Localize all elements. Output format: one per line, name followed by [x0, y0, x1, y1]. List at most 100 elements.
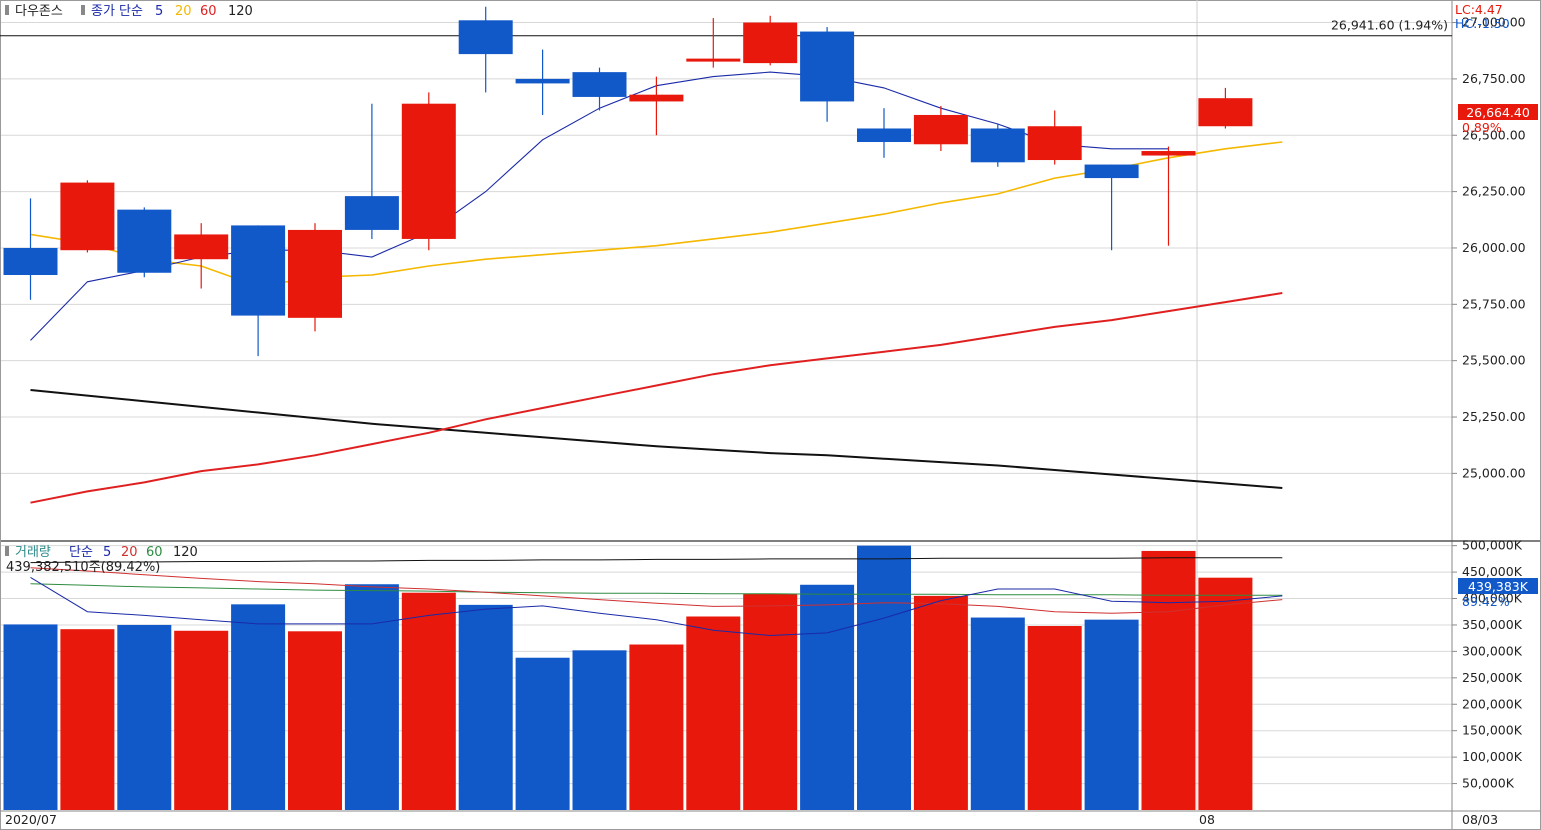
volume-legend-handle-icon[interactable]	[5, 546, 9, 556]
volume-bar[interactable]	[231, 604, 286, 810]
candle-body[interactable]	[857, 128, 911, 143]
volume-tick-label: 200,000K	[1462, 696, 1523, 711]
candle-body[interactable]	[288, 229, 342, 318]
candle-body[interactable]	[913, 114, 968, 145]
volume-bar-series[interactable]	[3, 545, 1253, 810]
candle-body[interactable]	[629, 94, 684, 102]
legend-vol-ma20[interactable]: 20	[121, 545, 138, 560]
ma120-line[interactable]	[30, 389, 1283, 489]
candle-body[interactable]	[515, 78, 570, 84]
candle-body[interactable]	[800, 31, 855, 102]
legend-ma120[interactable]: 120	[228, 4, 253, 19]
legend-price-ma-label[interactable]: 종가 단순	[91, 4, 143, 19]
candle-body[interactable]	[1198, 98, 1253, 127]
candle-body[interactable]	[686, 58, 741, 62]
volume-bar[interactable]	[344, 584, 399, 810]
candle-body[interactable]	[401, 103, 456, 239]
volume-bar[interactable]	[686, 616, 741, 810]
price-tick-label: 27,000.00	[1462, 15, 1526, 30]
candle-body[interactable]	[344, 196, 399, 230]
candlestick-series[interactable]	[3, 6, 1253, 357]
volume-axis: 500,000K 450,000K 400,000K 350,000K 300,000K…	[1452, 538, 1523, 791]
price-tick-label: 26,250.00	[1462, 184, 1526, 199]
volume-bar[interactable]	[1198, 577, 1253, 810]
legend-ma5[interactable]: 5	[155, 4, 163, 19]
candle-body[interactable]	[3, 247, 58, 276]
price-tick-label: 25,000.00	[1462, 465, 1526, 480]
legend-ma20[interactable]: 20	[175, 4, 192, 19]
volume-tick-label: 400,000K	[1462, 591, 1523, 606]
volume-bar[interactable]	[3, 624, 58, 810]
candle-body[interactable]	[743, 22, 798, 64]
volume-tick-label: 100,000K	[1462, 749, 1523, 764]
price-tick-label: 26,500.00	[1462, 127, 1526, 142]
legend-vol-ma5[interactable]: 5	[103, 545, 111, 560]
volume-tick-label: 300,000K	[1462, 643, 1523, 658]
volume-bar[interactable]	[117, 624, 172, 810]
volume-bar[interactable]	[515, 657, 570, 810]
candle-body[interactable]	[60, 182, 115, 251]
volume-bar[interactable]	[743, 593, 798, 810]
volume-bar[interactable]	[288, 631, 342, 810]
volume-bar[interactable]	[1084, 619, 1139, 810]
volume-ma5-line[interactable]	[30, 576, 1283, 637]
candle-body[interactable]	[970, 128, 1025, 163]
price-tick-label: 26,750.00	[1462, 71, 1526, 86]
volume-tick-label: 500,000K	[1462, 538, 1523, 553]
candle-body[interactable]	[1084, 164, 1139, 179]
current-price-box	[1458, 104, 1538, 120]
volume-bar[interactable]	[1027, 626, 1082, 810]
candle-body[interactable]	[572, 72, 627, 97]
price-grid	[0, 22, 1452, 474]
legend-ma60[interactable]: 60	[200, 4, 217, 19]
volume-bar[interactable]	[970, 617, 1025, 810]
current-price-change: 0.89%	[1462, 120, 1502, 135]
price-tick-label: 25,250.00	[1462, 409, 1526, 424]
volume-ma60-line[interactable]	[30, 583, 1283, 596]
legend-vol-ma120[interactable]: 120	[173, 545, 198, 560]
legend-price-name[interactable]: 다우존스	[15, 4, 63, 19]
volume-tick-label: 50,000K	[1462, 776, 1515, 791]
current-price-label: 26,664.40	[1466, 105, 1530, 120]
price-tick-label: 25,750.00	[1462, 296, 1526, 311]
volume-bar[interactable]	[800, 584, 855, 810]
volume-bar[interactable]	[572, 650, 627, 810]
current-volume-box	[1458, 578, 1538, 594]
volume-bar[interactable]	[401, 592, 456, 810]
candle-body[interactable]	[174, 234, 229, 260]
volume-bar[interactable]	[60, 629, 115, 810]
legend-volume-ma-label[interactable]: 단순	[69, 545, 93, 560]
volume-ma20-line[interactable]	[30, 567, 1283, 614]
hc-label: HC:-1.50	[1455, 16, 1510, 31]
volume-bar[interactable]	[174, 630, 229, 810]
volume-bar[interactable]	[857, 545, 911, 810]
date-label-current: 08/03	[1462, 812, 1498, 827]
legend-volume-name[interactable]: 거래량	[15, 545, 51, 560]
volume-ma120-line[interactable]	[30, 557, 1283, 564]
volume-tick-label: 450,000K	[1462, 564, 1523, 579]
volume-bar[interactable]	[1141, 550, 1196, 810]
price-tick-label: 26,000.00	[1462, 240, 1526, 255]
date-label-start: 2020/07	[5, 812, 57, 827]
candle-body[interactable]	[1141, 151, 1196, 156]
candle-body[interactable]	[458, 20, 513, 55]
price-axis: 27,000.00 26,750.00 26,500.00 26,250.00 26,0…	[1452, 15, 1526, 480]
ma60-line[interactable]	[30, 292, 1283, 504]
current-volume-pct: 89.42%	[1462, 594, 1510, 609]
volume-bar[interactable]	[913, 595, 968, 810]
candle-body[interactable]	[231, 225, 286, 316]
price-legend-handle-icon[interactable]	[5, 5, 9, 15]
candle-body[interactable]	[1027, 126, 1082, 161]
volume-bar[interactable]	[629, 644, 684, 810]
ma-legend-handle-icon[interactable]	[81, 5, 85, 15]
current-volume-label: 439,383K	[1468, 579, 1529, 594]
volume-bar[interactable]	[458, 604, 513, 810]
volume-tick-label: 250,000K	[1462, 670, 1523, 685]
legend-vol-ma60[interactable]: 60	[146, 545, 163, 560]
legend-volume-info: 439,382,510주(89.42%)	[6, 560, 160, 575]
lc-label: LC:4.47	[1455, 2, 1503, 17]
volume-tick-label: 150,000K	[1462, 723, 1523, 738]
candle-body[interactable]	[117, 209, 172, 273]
